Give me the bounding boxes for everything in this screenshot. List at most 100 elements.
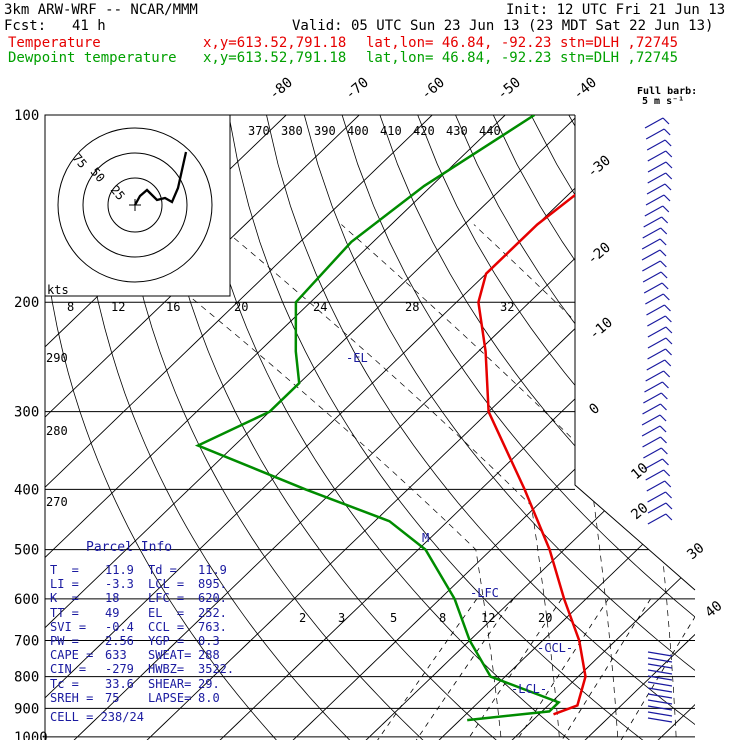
- parcel-label: YGP =: [148, 634, 185, 648]
- isotherm-line: [501, 115, 695, 740]
- wind-barb: [664, 304, 671, 312]
- isotherm-label: -60: [418, 75, 448, 104]
- wind-barb: [647, 675, 673, 681]
- wind-barb: [659, 249, 667, 257]
- moist-adiabat-line: [341, 224, 619, 737]
- dry-adiabat-line: [568, 115, 695, 740]
- parcel-value: 288: [198, 648, 220, 663]
- parcel-value: 0.3: [198, 634, 220, 648]
- mixing-ratio-line: [510, 598, 609, 740]
- dewpoint-legend: Dewpoint temperature: [8, 50, 177, 66]
- parcel-label: LAPSE=: [148, 690, 192, 705]
- wind-barb: [660, 436, 667, 444]
- wind-barb: [663, 194, 671, 202]
- parcel-value: 252.: [198, 605, 227, 620]
- parcel-label: SREH =: [50, 690, 94, 705]
- hodograph-ring: [57, 127, 213, 283]
- hodograph-ring: [107, 177, 163, 233]
- parcel-value: 8.0: [198, 690, 220, 705]
- hodograph-speed-label: 8: [67, 300, 74, 314]
- isotherm-label: 30: [684, 540, 707, 563]
- wind-barb: [647, 693, 673, 699]
- mixing-ratio-line: [555, 598, 651, 740]
- parcel-label: CAPE =: [50, 648, 94, 663]
- wind-barb: [647, 717, 673, 723]
- wind-barb: [642, 260, 661, 272]
- wind-barb: [642, 271, 662, 283]
- isotherm-line: [136, 115, 695, 740]
- temperature-xy: x,y=613.52,791.18: [203, 35, 347, 51]
- wind-barb: [647, 699, 673, 705]
- dry-adiabat-line: [115, 115, 431, 740]
- wind-barb: [645, 370, 664, 382]
- wind-barb: [647, 150, 667, 162]
- isotherm-line: [574, 115, 695, 740]
- wind-barb: [664, 480, 672, 488]
- lfc-marker: -LFC: [470, 586, 499, 600]
- isotherm-label: -20: [584, 240, 614, 269]
- hodograph-units: kts: [47, 283, 69, 297]
- parcel-value: 895.: [198, 577, 227, 592]
- parcel-label: Tc =: [50, 676, 79, 691]
- wind-barb: [664, 183, 672, 191]
- parcel-value: 2.56: [105, 634, 134, 648]
- dewpoint-station: stn=DLH ,72745: [560, 50, 679, 66]
- hodograph-speed-label: 12: [111, 300, 125, 314]
- parcel-value: -3.3: [105, 577, 134, 592]
- wind-barb: [645, 293, 664, 305]
- wind-barb: [665, 348, 672, 356]
- hodograph-speed-label: 32: [500, 300, 514, 314]
- wind-barb: [644, 458, 663, 470]
- wind-barb: [644, 381, 663, 393]
- wind-barb: [647, 491, 666, 503]
- wind-barb: [664, 315, 672, 323]
- wind-barb: [643, 392, 662, 404]
- pressure-label: 600: [14, 592, 39, 608]
- wind-barb: [646, 480, 666, 492]
- wind-barb: [641, 414, 661, 426]
- wind-barb: [662, 117, 670, 125]
- parcel-label: LFC =: [148, 591, 185, 606]
- hodograph-speed-label: 16: [166, 300, 180, 314]
- pressure-label: 200: [14, 295, 39, 311]
- wind-barb: [642, 436, 661, 448]
- parcel-label: T =: [50, 563, 79, 577]
- wind-barb: [646, 359, 666, 371]
- pressure-label: 400: [14, 482, 39, 498]
- lcl-marker: -LCL-: [511, 682, 547, 696]
- wind-barb: [665, 502, 673, 510]
- wind-barb: [665, 491, 673, 499]
- parcel-value: 3522.: [198, 662, 235, 677]
- isotherm-label: -80: [266, 75, 296, 104]
- dry-adiabat-line: [492, 115, 695, 740]
- isotherm-label: 10: [628, 460, 651, 483]
- parcel-label: SHEAR=: [148, 676, 192, 691]
- pressure-label: 1000: [14, 730, 48, 740]
- parcel-label: SVI =: [50, 619, 87, 634]
- dewpoint-xy: x,y=613.52,791.18: [203, 50, 347, 66]
- wind-barb: [647, 348, 666, 360]
- init-time: Init: 12 UTC Fri 21 Jun 13: [506, 2, 726, 18]
- parcel-value: 33.6: [105, 676, 134, 691]
- isotherm-line: [428, 115, 695, 740]
- wind-barb: [659, 260, 667, 268]
- isotherm-label: 40: [702, 598, 725, 621]
- parcel-value: 620.: [198, 591, 227, 606]
- mixing-ratio-line: [614, 598, 695, 740]
- isotherm-line: [647, 115, 695, 740]
- isotherm-line: [721, 115, 740, 740]
- parcel-value: -0.4: [105, 619, 134, 634]
- parcel-value: 11.9: [198, 563, 227, 577]
- parcel-value: 763.: [198, 619, 227, 634]
- parcel-label: TT =: [50, 605, 79, 620]
- wind-barb: [647, 711, 673, 717]
- parcel-label: SWEAT=: [148, 648, 192, 663]
- wind-barb: [660, 447, 668, 455]
- hodograph-speed-label: 20: [234, 300, 248, 314]
- wind-barb: [645, 194, 665, 206]
- wind-barb: [662, 381, 669, 389]
- parcel-value: 75: [105, 690, 120, 705]
- wind-barb: [647, 705, 673, 711]
- wind-barb: [663, 370, 671, 378]
- temperature-profile: [477, 115, 695, 716]
